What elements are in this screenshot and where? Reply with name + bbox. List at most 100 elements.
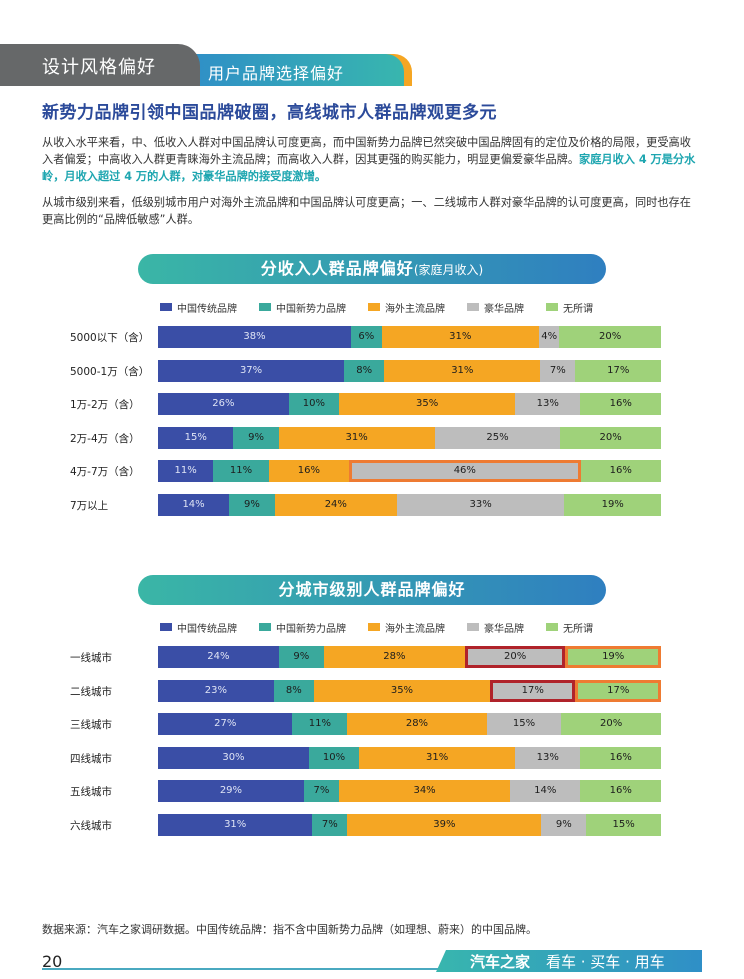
- bar-segment: 15%: [586, 814, 661, 836]
- chart-row: 三线城市 27% 11% 28% 15% 20%: [70, 713, 662, 736]
- brand-name: 汽车之家: [470, 953, 531, 971]
- bar-segment: 13%: [515, 393, 581, 416]
- legend-swatch: [546, 303, 558, 311]
- legend-item: 豪华品牌: [467, 620, 524, 635]
- chart-row: 5000-1万（含） 37% 8% 31% 7% 17%: [70, 359, 662, 382]
- bar-segment: 10%: [308, 746, 360, 769]
- chart-row: 五线城市 29% 7% 34% 14% 16%: [70, 780, 662, 803]
- stacked-bar: 15% 9% 31% 25% 20%: [158, 426, 661, 449]
- legend-swatch: [467, 623, 479, 631]
- stacked-bar: 14% 9% 24% 33% 19%: [158, 494, 661, 516]
- paragraph-income: 从收入水平来看，中、低收入人群对中国品牌认可度更高，而中国新势力品牌已然突破中国…: [42, 134, 702, 185]
- legend-label: 中国传统品牌: [177, 623, 237, 635]
- bar-segment: 28%: [323, 646, 465, 668]
- subsection-title: 用户品牌选择偏好: [208, 64, 345, 83]
- stacked-bar: 26% 10% 35% 13% 16%: [158, 393, 661, 416]
- bar-segment: 31%: [278, 426, 435, 449]
- bar-segment: 16%: [580, 780, 661, 803]
- category-label: 四线城市: [70, 752, 112, 765]
- stacked-bar: 37% 8% 31% 7% 17%: [158, 359, 661, 382]
- chart-row: 六线城市 31% 7% 39% 9% 15%: [70, 814, 662, 836]
- bar-segment: 20%: [559, 326, 661, 348]
- legend-label: 海外主流品牌: [385, 623, 445, 635]
- category-label: 1万-2万（含）: [70, 399, 140, 412]
- bar-segment: 17%: [575, 679, 661, 702]
- legend-swatch: [259, 623, 271, 631]
- category-label: 5000-1万（含）: [70, 365, 150, 378]
- legend-label: 中国新势力品牌: [276, 623, 346, 635]
- legend-item: 海外主流品牌: [368, 300, 445, 315]
- legend-label: 无所谓: [563, 303, 593, 315]
- stacked-bar: 23% 8% 35% 17% 17%: [158, 679, 661, 702]
- chart-income-subtitle: (家庭月收入): [413, 263, 484, 277]
- bar-segment: 10%: [288, 393, 340, 416]
- section-tab: 设计风格偏好: [0, 44, 200, 86]
- bar-segment: 31%: [158, 814, 313, 836]
- chart-row: 4万-7万（含） 11% 11% 16% 46% 16%: [70, 460, 662, 483]
- bar-segment: 29%: [158, 780, 304, 803]
- bar-segment: 35%: [339, 393, 516, 416]
- bar-segment: 20%: [561, 713, 661, 736]
- legend-label: 无所谓: [563, 623, 593, 635]
- section-title: 设计风格偏好: [42, 57, 156, 78]
- bar-segment: 11%: [158, 460, 214, 483]
- page-number: 20: [42, 952, 63, 971]
- bar-segment: 16%: [268, 460, 350, 483]
- stacked-bar: 11% 11% 16% 46% 16%: [158, 460, 661, 483]
- legend-swatch: [259, 303, 271, 311]
- bar-segment: 9%: [233, 426, 279, 449]
- stacked-bar: 27% 11% 28% 15% 20%: [158, 713, 661, 736]
- brand-banner: 汽车之家 看车 · 买车 · 用车: [436, 950, 702, 972]
- bar-segment: 9%: [229, 494, 275, 516]
- bar-segment: 13%: [515, 746, 581, 769]
- bar-segment: 16%: [580, 393, 661, 416]
- bar-segment: 20%: [464, 646, 566, 668]
- bar-segment: 46%: [349, 460, 581, 483]
- section-header: 用户品牌选择偏好 设计风格偏好: [0, 44, 420, 86]
- category-label: 4万-7万（含）: [70, 466, 140, 479]
- brand-slogan: 看车 · 买车 · 用车: [546, 953, 665, 971]
- legend-label: 中国传统品牌: [177, 303, 237, 315]
- bar-segment: 19%: [565, 646, 661, 668]
- page-headline: 新势力品牌引领中国品牌破圈，高线城市人群品牌观更多元: [42, 103, 497, 123]
- paragraph-income-highlight: 家庭月收入 4 万是分水岭，月收入超过 4 万的人群，对豪华品牌的接受度激增。: [42, 153, 696, 183]
- bar-segment: 14%: [510, 780, 581, 803]
- chart-row: 7万以上 14% 9% 24% 33% 19%: [70, 494, 662, 516]
- bar-segment: 17%: [489, 679, 576, 702]
- category-label: 二线城市: [70, 685, 112, 698]
- bar-segment: 39%: [347, 814, 542, 836]
- bar-segment: 17%: [575, 359, 661, 382]
- chart-income-legend: 中国传统品牌 中国新势力品牌 海外主流品牌 豪华品牌 无所谓: [160, 300, 615, 315]
- legend-label: 豪华品牌: [484, 303, 524, 315]
- bar-segment: 7%: [312, 814, 348, 836]
- chart-city-legend: 中国传统品牌 中国新势力品牌 海外主流品牌 豪华品牌 无所谓: [160, 620, 615, 635]
- bar-segment: 7%: [540, 359, 576, 382]
- legend-swatch: [467, 303, 479, 311]
- bar-segment: 8%: [273, 679, 314, 702]
- legend-swatch: [368, 623, 380, 631]
- stacked-bar: 29% 7% 34% 14% 16%: [158, 780, 661, 803]
- legend-item: 无所谓: [546, 300, 593, 315]
- legend-swatch: [546, 623, 558, 631]
- bar-segment: 23%: [158, 679, 274, 702]
- bar-segment: 11%: [213, 460, 269, 483]
- bar-segment: 31%: [359, 746, 516, 769]
- legend-label: 豪华品牌: [484, 623, 524, 635]
- category-label: 7万以上: [70, 500, 109, 512]
- stacked-bar: 38% 6% 31% 4% 20%: [158, 326, 661, 348]
- chart-income-title: 分收入人群品牌偏好(家庭月收入): [138, 254, 606, 284]
- bar-segment: 9%: [541, 814, 587, 836]
- bar-segment: 30%: [158, 746, 309, 769]
- legend-item: 中国传统品牌: [160, 300, 237, 315]
- bar-segment: 24%: [274, 494, 397, 516]
- bar-segment: 26%: [158, 393, 289, 416]
- chart-row: 1万-2万（含） 26% 10% 35% 13% 16%: [70, 393, 662, 416]
- legend-label: 中国新势力品牌: [276, 303, 346, 315]
- bar-segment: 27%: [158, 713, 293, 736]
- chart-row: 一线城市 24% 9% 28% 20% 19%: [70, 646, 662, 668]
- bar-segment: 31%: [381, 326, 540, 348]
- bar-segment: 6%: [351, 326, 382, 348]
- bar-segment: 24%: [158, 646, 279, 668]
- bar-segment: 7%: [303, 780, 340, 803]
- bar-segment: 16%: [580, 746, 661, 769]
